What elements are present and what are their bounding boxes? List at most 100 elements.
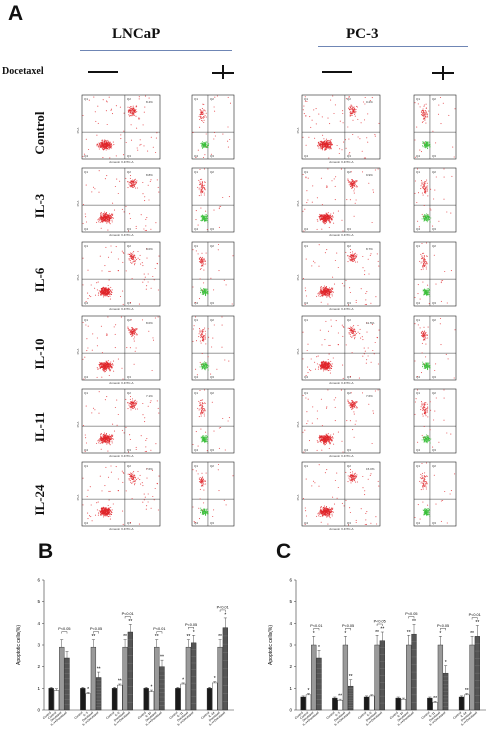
svg-text:Q3: Q3 — [210, 154, 214, 158]
svg-text:Q3: Q3 — [127, 375, 131, 379]
svg-text:Q4: Q4 — [84, 375, 88, 379]
significance-star: * — [224, 612, 226, 618]
panel-letter-c: C — [276, 540, 292, 563]
svg-text:Q4: Q4 — [304, 154, 308, 158]
p-bracket — [156, 631, 163, 634]
bar-il-10-s0 — [143, 688, 149, 711]
svg-text:Q4: Q4 — [304, 227, 308, 231]
bar-il-24-s2 — [469, 644, 475, 711]
bar-il-10-s2 — [406, 644, 412, 711]
svg-text:Q4: Q4 — [416, 154, 420, 158]
svg-text:9.9%: 9.9% — [366, 173, 373, 177]
svg-text:Q1: Q1 — [304, 244, 308, 248]
svg-text:Annexin V-FITC-A: Annexin V-FITC-A — [109, 381, 133, 385]
x-tick-label: Control — [74, 710, 84, 719]
svg-text:8.8%: 8.8% — [146, 173, 153, 177]
svg-text:PI-A: PI-A — [296, 201, 300, 207]
svg-text:PI-A: PI-A — [296, 275, 300, 281]
significance-star: * — [182, 677, 184, 683]
significance-star: ** — [91, 634, 95, 640]
svg-text:PI-A: PI-A — [76, 201, 80, 207]
svg-text:Q2: Q2 — [432, 97, 436, 101]
p-value-label: P<0.05 — [374, 620, 386, 624]
significance-star: ** — [97, 667, 101, 673]
flow-plot-r0-c3: Q1 Q2 Q4 Q3 — [413, 94, 457, 160]
svg-text:11.5%: 11.5% — [366, 321, 375, 325]
svg-text:Q3: Q3 — [210, 375, 214, 379]
svg-text:PI-A: PI-A — [296, 349, 300, 355]
svg-text:Q2: Q2 — [127, 318, 131, 322]
bar-il-3-s2 — [90, 646, 97, 711]
x-tick-label: Docetaxel — [302, 710, 315, 722]
significance-star: ** — [470, 631, 474, 637]
bar-il-6-s0 — [111, 688, 118, 711]
x-tick-label: Control — [169, 710, 179, 719]
panel-letter-b: B — [38, 540, 54, 563]
svg-text:Q1: Q1 — [304, 97, 308, 101]
x-tick-label: Control — [326, 710, 336, 719]
x-tick-label: Docetaxel — [428, 710, 441, 722]
x-tick-label: Control — [47, 710, 57, 719]
svg-text:Q3: Q3 — [127, 448, 131, 452]
svg-text:Annexin V-FITC-A: Annexin V-FITC-A — [109, 160, 133, 164]
svg-text:PI-A: PI-A — [296, 128, 300, 134]
bar-il-6-s1 — [369, 695, 375, 711]
flow-plot-r1-c3: Q1 Q2 Q4 Q3 — [413, 167, 457, 233]
svg-text:Q2: Q2 — [127, 244, 131, 248]
x-tick-label: Docetaxel — [50, 710, 63, 722]
svg-text:Q2: Q2 — [347, 170, 351, 174]
bar-control-s2 — [59, 646, 65, 711]
svg-text:Q2: Q2 — [210, 97, 214, 101]
svg-text:Q2: Q2 — [127, 391, 131, 395]
flow-plot-r3-c1: Q1 Q2 Q4 Q3 — [191, 315, 235, 381]
x-tick-label: Control — [200, 710, 210, 719]
svg-text:Q2: Q2 — [210, 170, 214, 174]
svg-text:Q3: Q3 — [347, 154, 351, 158]
svg-text:Q4: Q4 — [194, 375, 198, 379]
svg-text:PI-A: PI-A — [76, 349, 80, 355]
x-tick-label: Docetaxel — [460, 710, 473, 722]
flow-plot-r2-c1: Q1 Q2 Q4 Q3 — [191, 241, 235, 307]
significance-star: * — [87, 687, 89, 693]
y-tick-label: 6 — [289, 578, 292, 583]
x-tick-label: IL-11 — [428, 710, 436, 718]
significance-star: ** — [349, 674, 353, 680]
significance-star: ** — [155, 634, 159, 640]
bar-il-3-s1 — [85, 693, 91, 711]
x-tick-label: Control — [421, 710, 431, 719]
cell-line-title-lncap: LNCaP — [112, 26, 161, 42]
x-tick-label: Control — [357, 710, 367, 719]
significance-star: ** — [218, 634, 222, 640]
significance-star: * — [307, 688, 309, 694]
p-value-label: P<0.01 — [469, 613, 481, 617]
significance-star: * — [445, 660, 447, 666]
p-bracket — [440, 628, 446, 631]
svg-text:PI-A: PI-A — [76, 275, 80, 281]
x-tick-label: Docetaxel — [81, 710, 94, 722]
docetaxel-plus-mark-2-v — [442, 66, 444, 80]
significance-star: * — [193, 630, 195, 636]
svg-text:Q3: Q3 — [432, 227, 436, 231]
svg-text:Q2: Q2 — [347, 244, 351, 248]
svg-text:Q1: Q1 — [416, 97, 420, 101]
docetaxel-plus-mark-v — [222, 65, 224, 79]
svg-text:Q2: Q2 — [347, 97, 351, 101]
x-tick-label: IL-11 — [176, 710, 184, 718]
svg-text:Q3: Q3 — [127, 301, 131, 305]
bar-control-s1 — [305, 694, 312, 711]
y-tick-label: 2 — [37, 664, 40, 669]
svg-text:Q1: Q1 — [304, 318, 308, 322]
p-bracket — [124, 616, 131, 619]
x-tick-label: Docetaxel — [365, 710, 378, 722]
bar-il-11-s0 — [427, 697, 433, 711]
significance-star: ** — [118, 679, 122, 685]
svg-text:Q1: Q1 — [84, 318, 88, 322]
bar-il-24-s0 — [458, 696, 465, 711]
svg-text:Annexin V-FITC-A: Annexin V-FITC-A — [329, 233, 353, 237]
